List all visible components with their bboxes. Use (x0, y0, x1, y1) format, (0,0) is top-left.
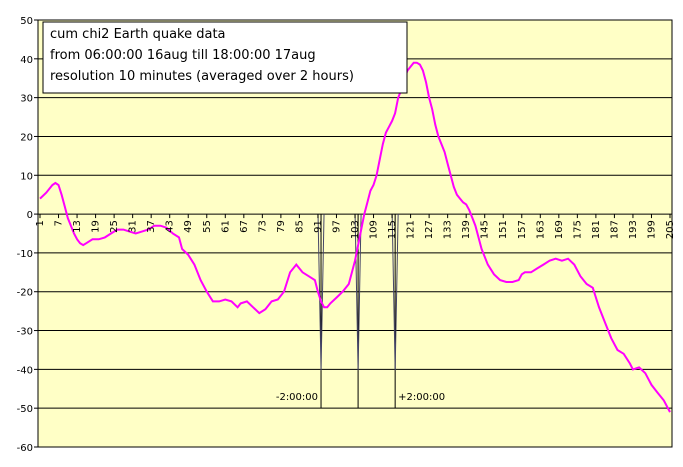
data-line (39, 61, 671, 413)
event-spike (391, 214, 399, 371)
x-tick-label: 91 (313, 220, 324, 233)
y-tick-label: -10 (17, 249, 33, 260)
title-line: resolution 10 minutes (averaged over 2 h… (50, 69, 354, 84)
title-box: cum chi2 Earth quake data from 06:00:00 … (42, 21, 408, 94)
x-tick-label: 37 (146, 220, 157, 233)
title-line: from 06:00:00 16aug till 18:00:00 17aug (50, 48, 316, 63)
x-tick-label: 25 (109, 220, 120, 233)
event-spike (354, 214, 362, 371)
x-tick-label: 193 (628, 220, 639, 239)
x-tick-label: 31 (128, 220, 139, 233)
y-tick-label: 50 (20, 16, 33, 27)
x-tick-label: 127 (424, 220, 435, 239)
x-tick-label: 79 (276, 220, 287, 233)
x-tick-label: 163 (535, 220, 546, 239)
x-tick-label: 13 (72, 220, 83, 233)
title-box-frame (42, 21, 408, 94)
event-label: -2:00:00 (276, 392, 318, 403)
x-tick-label: 157 (517, 220, 528, 239)
x-tick-label: 109 (369, 220, 380, 239)
marks (39, 61, 671, 413)
x-tick-label: 115 (387, 220, 398, 239)
x-tick-label: 49 (183, 220, 194, 233)
x-tick-label: 73 (257, 220, 268, 233)
y-tick-label: 40 (20, 55, 33, 66)
x-tick-label: 181 (591, 220, 602, 239)
x-tick-label: 139 (461, 220, 472, 239)
x-tick-label: 169 (554, 220, 565, 239)
x-tick-label: 175 (572, 220, 583, 239)
title-line: cum chi2 Earth quake data (50, 27, 226, 42)
plot-border (37, 19, 673, 448)
x-tick-label: 151 (498, 220, 509, 239)
x-tick-label: 205 (665, 220, 676, 239)
y-tick-label: 0 (27, 210, 33, 221)
x-tick-label: 85 (294, 220, 305, 233)
x-tick-label: 97 (331, 220, 342, 233)
x-tick-label: 187 (609, 220, 620, 239)
x-tick-label: 133 (443, 220, 454, 239)
x-tick-label: 19 (91, 220, 102, 233)
x-tick-label: 43 (165, 220, 176, 233)
x-tick-label: 55 (202, 220, 213, 233)
y-tick-label: -40 (17, 365, 33, 376)
x-tick-label: 7 (54, 220, 65, 226)
y-tick-label: -20 (17, 288, 33, 299)
y-tick-label: -50 (17, 404, 33, 415)
x-tick-label: 67 (239, 220, 250, 233)
y-tick-label: 30 (20, 94, 33, 105)
y-tick-label: -60 (17, 443, 33, 454)
x-tick-label: 145 (480, 220, 491, 239)
x-tick-label: 61 (220, 220, 231, 233)
event-label: +2:00:00 (398, 392, 445, 403)
x-tick-label: 121 (406, 220, 417, 239)
x-tick-label: 103 (350, 220, 361, 239)
event-spike (317, 214, 325, 371)
y-tick-label: 10 (20, 171, 33, 182)
x-tick-label: 1 (35, 220, 46, 226)
x-tick-label: 199 (646, 220, 657, 239)
y-tick-label: 20 (20, 132, 33, 143)
y-tick-label: -30 (17, 327, 33, 338)
